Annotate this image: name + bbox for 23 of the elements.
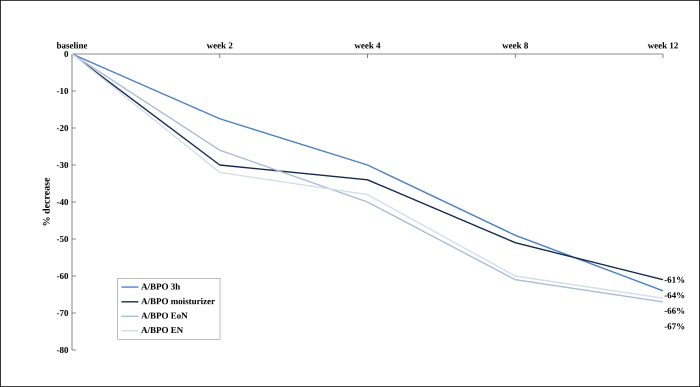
y-tick-label: -80 <box>56 346 68 354</box>
data-label: -61% <box>664 276 684 283</box>
legend-label: A/BPO EN <box>141 327 184 334</box>
legend-label: A/BPO 3h <box>141 283 180 290</box>
y-tick-label: -70 <box>56 310 68 316</box>
y-tick-label: -20 <box>56 124 68 132</box>
data-label: -66% <box>664 308 684 314</box>
x-tick-label: week 8 <box>502 42 528 48</box>
x-tick-label: baseline <box>56 42 88 48</box>
data-label: -67% <box>664 323 684 330</box>
y-tick-label: -40 <box>56 198 68 206</box>
y-tick-label: 0 <box>64 50 68 58</box>
legend-label: A/BPO EoN <box>141 312 188 319</box>
data-label: -64% <box>664 292 684 298</box>
x-tick-label: week 2 <box>206 42 232 48</box>
y-tick-label: -60 <box>56 272 68 280</box>
legend-label: A/BPO moisturizer <box>141 298 215 304</box>
y-tick-label: -10 <box>56 88 68 94</box>
x-tick-label: week 4 <box>354 42 380 48</box>
x-tick-label: week 12 <box>648 42 678 48</box>
y-axis-title: % decrease <box>42 178 50 226</box>
y-tick-label: -30 <box>56 162 68 168</box>
y-tick-label: -50 <box>56 236 68 242</box>
